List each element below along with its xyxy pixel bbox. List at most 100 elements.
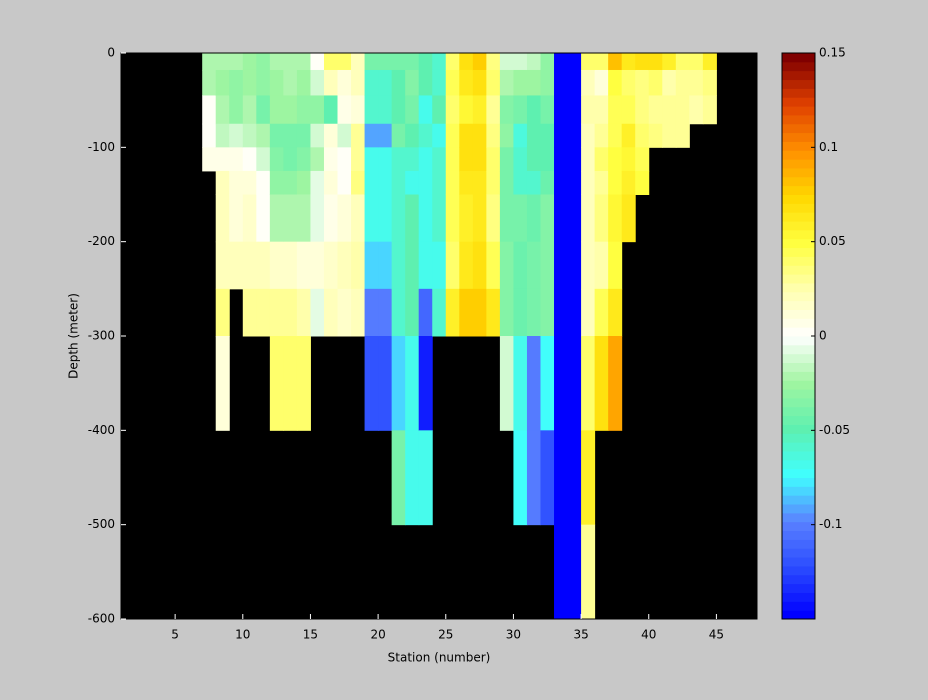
cell bbox=[229, 241, 244, 290]
cell bbox=[608, 69, 623, 96]
colorbar-swatch bbox=[782, 424, 815, 434]
cell bbox=[513, 69, 528, 96]
cell bbox=[323, 288, 339, 337]
cell bbox=[283, 123, 298, 148]
cell bbox=[608, 288, 623, 337]
cell bbox=[405, 69, 420, 96]
cell bbox=[256, 69, 271, 96]
colorbar-tick-label: -0.1 bbox=[819, 517, 842, 531]
cell bbox=[581, 288, 596, 337]
cell bbox=[540, 53, 555, 71]
cell bbox=[445, 147, 460, 172]
cell bbox=[594, 95, 609, 125]
colorbar-swatch bbox=[782, 530, 815, 540]
x-tick-label: 35 bbox=[573, 628, 588, 642]
x-tick-label: 30 bbox=[506, 628, 521, 642]
colorbar-swatch bbox=[782, 389, 815, 399]
y-axis-label: Depth (meter) bbox=[67, 293, 81, 379]
colorbar-swatch bbox=[782, 406, 815, 417]
cell bbox=[418, 69, 433, 96]
cell bbox=[472, 241, 487, 290]
cell bbox=[526, 95, 541, 125]
cell bbox=[405, 170, 420, 195]
cell bbox=[567, 288, 582, 337]
cell bbox=[432, 53, 447, 71]
cell bbox=[215, 69, 230, 96]
cell bbox=[296, 123, 311, 148]
cell bbox=[378, 288, 393, 337]
cell bbox=[378, 95, 393, 125]
cell bbox=[554, 288, 569, 337]
cell bbox=[242, 147, 257, 172]
cell bbox=[702, 69, 717, 96]
cell bbox=[323, 147, 339, 172]
cell bbox=[621, 53, 636, 71]
colorbar-swatch bbox=[782, 167, 815, 178]
cell bbox=[526, 336, 541, 431]
cell bbox=[351, 194, 366, 243]
cell bbox=[337, 288, 352, 337]
cell bbox=[202, 53, 217, 71]
cell bbox=[229, 69, 244, 96]
cell bbox=[513, 194, 528, 243]
colorbar-swatch bbox=[782, 53, 815, 63]
cell bbox=[202, 147, 217, 172]
cell bbox=[581, 69, 596, 96]
cell bbox=[229, 147, 244, 172]
cell bbox=[256, 288, 271, 337]
cell bbox=[256, 194, 271, 243]
cell bbox=[486, 288, 501, 337]
colorbar-swatch bbox=[782, 70, 815, 81]
cell bbox=[242, 288, 257, 337]
cell bbox=[296, 194, 311, 243]
colorbar-swatch bbox=[782, 565, 815, 576]
cell bbox=[567, 170, 582, 195]
cell bbox=[648, 123, 663, 148]
cell bbox=[337, 241, 352, 290]
cell bbox=[229, 53, 244, 71]
cell bbox=[405, 430, 420, 526]
cell bbox=[337, 69, 352, 96]
cell bbox=[296, 241, 311, 290]
cell bbox=[242, 95, 257, 125]
colorbar-swatch bbox=[782, 380, 815, 390]
cell bbox=[608, 53, 623, 71]
cell bbox=[445, 53, 460, 71]
cell bbox=[364, 69, 379, 96]
cell bbox=[391, 95, 406, 125]
cell bbox=[283, 53, 298, 71]
colorbar-swatch bbox=[782, 309, 815, 319]
cell bbox=[648, 95, 663, 125]
colorbar-swatch bbox=[782, 601, 815, 611]
cell bbox=[310, 170, 325, 195]
y-tick-label: -200 bbox=[88, 234, 115, 248]
colorbar-swatch bbox=[782, 557, 815, 567]
y-tick-label: 0 bbox=[107, 46, 115, 60]
x-tick-label: 20 bbox=[370, 628, 385, 642]
cell bbox=[242, 170, 257, 195]
cell bbox=[432, 170, 447, 195]
cell bbox=[229, 194, 244, 243]
cell bbox=[269, 53, 284, 71]
cell bbox=[581, 147, 596, 172]
cell bbox=[513, 53, 528, 71]
colorbar-swatch bbox=[782, 486, 815, 496]
cell bbox=[540, 241, 555, 290]
colorbar-swatch bbox=[782, 433, 815, 443]
colorbar-swatch bbox=[782, 106, 815, 116]
cell bbox=[513, 336, 528, 431]
cell bbox=[405, 194, 420, 243]
cell bbox=[648, 53, 663, 71]
cell bbox=[405, 53, 420, 71]
cell bbox=[445, 123, 460, 148]
cell bbox=[459, 53, 474, 71]
cell bbox=[540, 123, 555, 148]
cell bbox=[567, 524, 582, 620]
cell bbox=[540, 69, 555, 96]
cell bbox=[472, 170, 487, 195]
y-tick-label: -300 bbox=[88, 329, 115, 343]
cell bbox=[337, 170, 352, 195]
cell bbox=[364, 336, 379, 431]
cell bbox=[554, 69, 569, 96]
colorbar-tick-label: 0.1 bbox=[819, 140, 838, 154]
